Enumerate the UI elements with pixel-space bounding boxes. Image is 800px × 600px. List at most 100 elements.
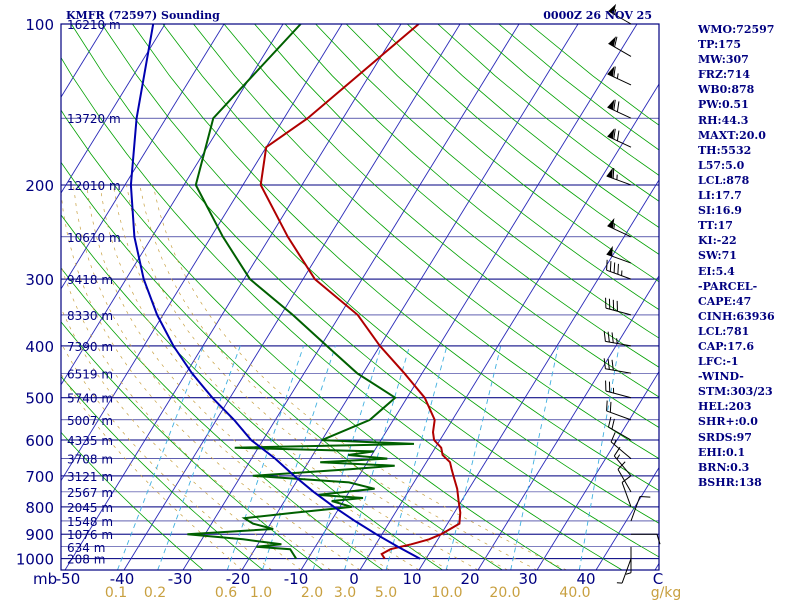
mixing-ratio-label: g/kg xyxy=(651,585,682,600)
isotherm-line xyxy=(182,24,520,570)
dry-adiabat xyxy=(61,109,563,570)
stats-panel: WMO:72597 TP:175 MW:307 FRZ:714 WB0:878 PW:0.… xyxy=(698,22,775,490)
pressure-tick-label: 1000 xyxy=(16,551,54,569)
wind-barb-flag xyxy=(608,381,611,393)
height-label: 12010 m xyxy=(67,179,121,193)
wind-barb xyxy=(616,558,632,584)
wind-barb-half-flag xyxy=(614,9,617,15)
isotherm-line xyxy=(418,179,659,570)
stat-item: SHR+:0.0 xyxy=(698,415,758,429)
wind-barb-half-flag xyxy=(616,338,618,344)
stat-item: MAXT:20.0 xyxy=(698,128,766,142)
temperature-tick-label: -40 xyxy=(110,570,135,588)
parcel-trace xyxy=(129,24,421,560)
wind-barb-staff xyxy=(605,368,632,374)
moist-adiabat xyxy=(99,184,449,570)
pressure-tick-label: 600 xyxy=(25,432,54,450)
temperature-tick-label: 10 xyxy=(402,570,421,588)
isotherm-line xyxy=(359,83,659,570)
isotherm-line xyxy=(0,24,47,570)
stat-item: FRZ:714 xyxy=(698,68,751,82)
mixing-ratio-label: 2.0 xyxy=(301,585,323,600)
stat-item: -WIND- xyxy=(698,370,744,384)
wind-barb xyxy=(607,217,632,238)
wind-barb xyxy=(603,358,632,374)
stat-item: L57:5.0 xyxy=(698,158,745,172)
stat-item: SRDS:97 xyxy=(698,430,752,444)
wind-barb-half-flag xyxy=(616,582,623,584)
mixing-ratio-label: 10.0 xyxy=(431,585,462,600)
pressure-tick-label: 500 xyxy=(25,390,54,408)
wind-barb xyxy=(606,167,632,186)
stat-item: CINH:63936 xyxy=(698,309,775,323)
dry-adiabat xyxy=(376,24,659,255)
wind-barb xyxy=(603,330,632,347)
temperature-tick-label: -30 xyxy=(168,570,193,588)
stat-item: -PARCEL- xyxy=(698,279,758,293)
stat-item: LI:17.7 xyxy=(698,189,742,203)
temperature-trace xyxy=(259,24,462,560)
wind-barb-flag xyxy=(607,359,610,370)
wind-barb-flag xyxy=(612,299,615,311)
height-label: 2567 m xyxy=(67,486,113,500)
stat-item: BSHR:138 xyxy=(698,475,762,489)
stat-item: LCL:878 xyxy=(698,173,750,187)
moist-adiabat xyxy=(61,189,361,570)
wind-barb-flag xyxy=(609,401,612,413)
height-label: 5740 m xyxy=(67,392,113,406)
height-label: 10610 m xyxy=(67,231,121,245)
wind-barb xyxy=(631,533,661,545)
wind-barb-half-flag xyxy=(616,73,619,79)
isotherm-line xyxy=(123,24,461,570)
dry-adiabat xyxy=(70,24,659,558)
wind-barb-flag xyxy=(616,300,618,312)
wind-barb-flag xyxy=(639,496,651,498)
temperature-tick-label: -10 xyxy=(284,570,309,588)
mixing-ratio-line xyxy=(385,345,448,570)
stat-item: CAPE:47 xyxy=(698,294,752,308)
stat-item: EI:5.4 xyxy=(698,264,735,278)
mixing-ratio-label: 1.0 xyxy=(250,585,272,600)
wind-barb-half-flag xyxy=(621,270,623,276)
mixing-ratio-label: 5.0 xyxy=(375,585,397,600)
plot-frame xyxy=(60,23,660,571)
dry-adiabat xyxy=(223,24,659,398)
isotherm-line xyxy=(61,24,343,482)
temperature-tick-label: 40 xyxy=(576,570,595,588)
dry-adiabat xyxy=(315,24,659,311)
temperature-tick-label: C xyxy=(653,570,663,588)
wind-barb xyxy=(606,400,632,421)
stat-item: LFC:-1 xyxy=(698,355,739,369)
stat-item: WMO:72597 xyxy=(698,23,775,36)
wind-barb-staff xyxy=(606,175,632,186)
wind-barb-flag xyxy=(610,432,616,443)
dry-adiabat xyxy=(101,24,659,524)
wind-barb-staff xyxy=(608,43,632,57)
wind-barb-flag xyxy=(606,259,608,271)
wind-barb xyxy=(610,432,632,460)
valid-time: 0000Z 26 NOV 25 xyxy=(543,9,652,22)
height-label: 3708 m xyxy=(67,453,113,467)
isotherm-line xyxy=(477,275,659,570)
stat-item: WB0:878 xyxy=(698,83,755,97)
stat-item: BRN:0.3 xyxy=(698,460,750,474)
wind-barb-staff xyxy=(605,390,632,399)
wind-barb-flag xyxy=(605,380,607,392)
stat-item: EHI:0.1 xyxy=(698,445,746,459)
wind-barb-half-flag xyxy=(616,174,618,180)
wind-barb xyxy=(608,36,632,57)
stat-item: STM:303/23 xyxy=(698,385,773,399)
wind-barb-flag xyxy=(614,36,618,48)
dry-adiabat xyxy=(61,56,623,570)
dry-adiabat xyxy=(254,24,659,368)
wind-barb-half-flag xyxy=(612,387,615,394)
dry-adiabat xyxy=(61,267,383,570)
wind-barb-flag xyxy=(613,128,616,140)
mixing-ratio-line xyxy=(578,345,620,570)
isotherm-line xyxy=(61,24,225,290)
wind-barb-flag xyxy=(613,66,616,77)
wind-barb-flag xyxy=(612,168,615,179)
dry-adiabat xyxy=(61,214,443,570)
temperature-tick-label: 20 xyxy=(460,570,479,588)
